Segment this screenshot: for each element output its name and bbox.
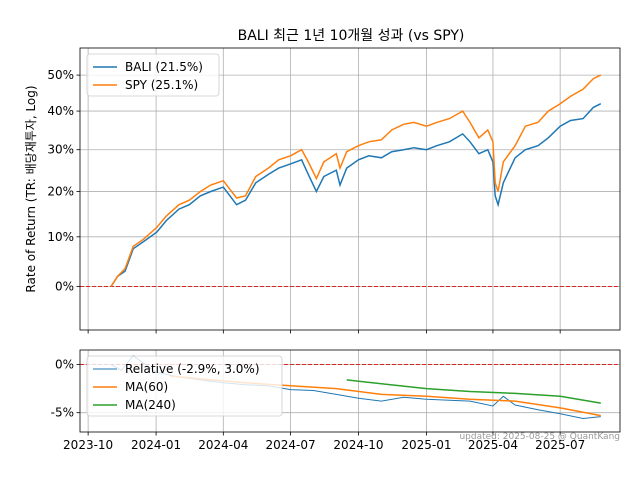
legend-label: BALI (21.5%) [125, 60, 203, 74]
legend-label: SPY (25.1%) [125, 78, 198, 92]
legend-label: MA(240) [125, 398, 176, 412]
y-tick-label: 30% [47, 143, 74, 157]
y-tick-label: 0% [55, 280, 74, 294]
x-tick-label: 2024-04 [198, 438, 248, 452]
x-tick-label: 2025-07 [535, 438, 585, 452]
series-line-spy [110, 74, 602, 287]
series-line-ma240 [346, 379, 601, 404]
y-tick-label: 50% [47, 68, 74, 82]
y-tick-label: 10% [47, 230, 74, 244]
series-line-bali [110, 103, 602, 287]
x-tick-label: 2025-04 [468, 438, 518, 452]
x-tick-label: 2023-10 [63, 438, 113, 452]
x-tick-label: 2024-01 [131, 438, 181, 452]
y-tick-label: 40% [47, 104, 74, 118]
y-tick-label: 20% [47, 184, 74, 198]
legend: Relative (-2.9%, 3.0%) MA(60) MA(240) [86, 355, 283, 417]
y-tick-label: -5% [51, 406, 74, 420]
axes-frame [79, 349, 621, 433]
top-axes: 0% 10% 20% 30% 40% 50% BALI (21.5%) SPY (25.1%)… [24, 47, 621, 334]
bottom-axes: 0% -5% 2023-10 2024-01 2024-04 2024-07 2024-10… [51, 349, 621, 452]
legend: BALI (21.5%) SPY (25.1%) [86, 53, 220, 97]
legend-box [86, 53, 220, 97]
x-tick-label: 2024-10 [333, 438, 383, 452]
legend-label: Relative (-2.9%, 3.0%) [125, 362, 260, 376]
axes-frame [79, 47, 621, 331]
legend-box [86, 355, 283, 417]
x-tick-label: 2024-07 [265, 438, 315, 452]
watermark: updated: 2025-08-25 @ QuantKang [459, 432, 620, 442]
x-tick-label: 2025-01 [401, 438, 451, 452]
legend-label: MA(60) [125, 380, 168, 394]
y-tick-label: 0% [55, 357, 74, 371]
y-axis-label: Rate of Return (TR: 배당재투자, Log) [24, 85, 38, 292]
chart-title: BALI 최근 1년 10개월 성과 (vs SPY) [238, 28, 465, 44]
